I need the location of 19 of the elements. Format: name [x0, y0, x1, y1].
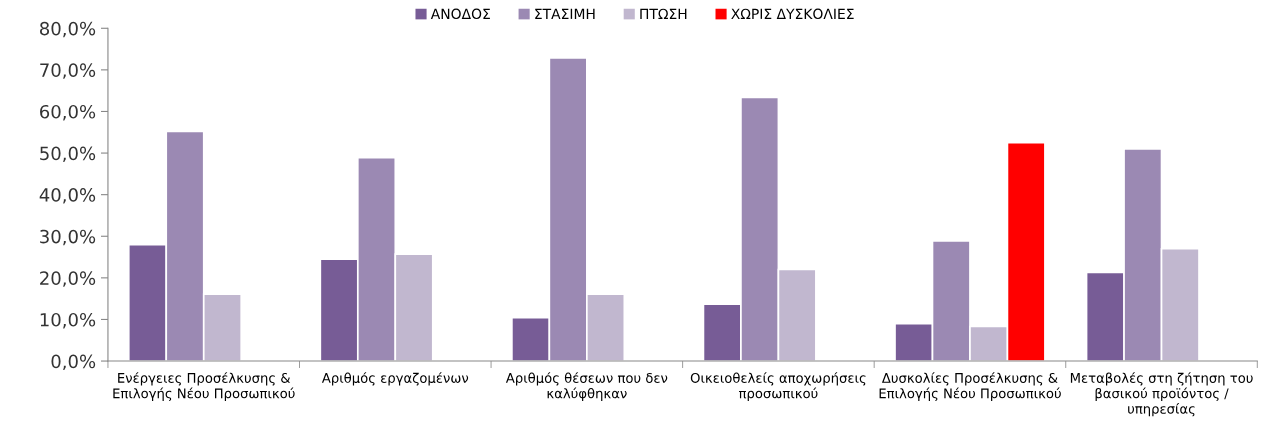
legend-label: ΧΩΡΙΣ ΔΥΣΚΟΛΙΕΣ — [731, 8, 854, 20]
legend-label: ΠΤΩΣΗ — [640, 8, 687, 19]
x-tick-label: Μεταβολές στη ζήτηση του βασικού προϊόντος / υπηρεσίας — [1070, 372, 1253, 417]
x-tick-label: Ενέργειες Προσέλκυσης & Επιλογής Νέου Προσωπικού — [113, 372, 295, 401]
x-tick-label: Αριθμός εργαζομένων — [321, 372, 469, 386]
x-tick-label: Οικειοθελείς αποχωρήσεις προσωπικού — [690, 372, 866, 401]
y-tick-label: 50,0% — [40, 146, 96, 163]
y-tick-label: 70,0% — [40, 63, 96, 79]
y-tick-label: 40,0% — [39, 188, 96, 204]
legend-label: ΑΝΟΔΟΣ — [430, 8, 490, 20]
y-tick-label: 20,0% — [40, 271, 96, 287]
y-tick-label: 10,0% — [40, 312, 96, 329]
y-tick-label: 80,0% — [40, 21, 96, 38]
y-tick-label: 30,0% — [40, 229, 96, 246]
y-tick-label: 0,0% — [51, 354, 96, 371]
x-tick-label: Αριθμός θέσεων που δεν καλύφθηκαν — [505, 372, 668, 401]
y-tick-label: 60,0% — [40, 104, 96, 121]
legend-label: ΣΤΑΣΙΜΗ — [535, 8, 595, 19]
x-tick-label: Δυσκολίες Προσέλκυσης & Επιλογής Νέου Προσωπικού — [879, 372, 1061, 401]
